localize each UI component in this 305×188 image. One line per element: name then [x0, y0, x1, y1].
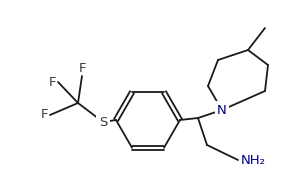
Text: S: S	[99, 115, 107, 129]
Text: F: F	[48, 76, 56, 89]
Text: NH₂: NH₂	[241, 153, 266, 167]
Text: F: F	[41, 108, 48, 121]
Text: N: N	[217, 104, 227, 117]
Text: F: F	[79, 62, 87, 75]
